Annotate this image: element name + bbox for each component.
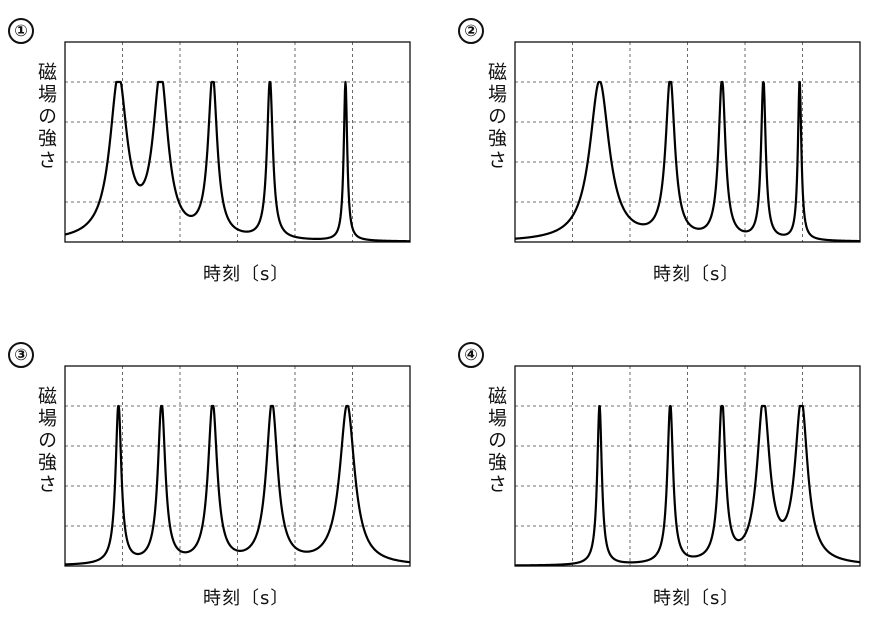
x-axis-label: 時刻〔s〕 <box>653 264 740 285</box>
y-axis-label: 磁場の強さ <box>35 62 57 172</box>
plot-frame <box>514 365 861 567</box>
series-line <box>64 404 411 566</box>
panel-4: ④ 磁場の強さ 時刻〔s〕 <box>458 338 872 628</box>
grid <box>65 42 410 242</box>
x-axis-label: 時刻〔s〕 <box>203 588 290 609</box>
series-line <box>64 80 411 243</box>
chart-plot <box>64 41 411 243</box>
panel-number: ④ <box>458 342 484 368</box>
plot-frame <box>64 365 411 567</box>
plot-frame <box>514 41 861 243</box>
x-axis-label: 時刻〔s〕 <box>203 264 290 285</box>
series-line <box>514 80 861 243</box>
panel-number: ① <box>8 18 34 44</box>
grid <box>515 42 860 242</box>
panel-number: ③ <box>8 342 34 368</box>
x-axis-label: 時刻〔s〕 <box>653 588 740 609</box>
chart-plot <box>514 365 861 567</box>
panel-2: ② 磁場の強さ 時刻〔s〕 <box>458 14 872 304</box>
y-axis-label: 磁場の強さ <box>35 386 57 496</box>
chart-plot <box>514 41 861 243</box>
y-axis-label: 磁場の強さ <box>485 62 507 172</box>
plot-frame <box>64 41 411 243</box>
panel-1: ① 磁場の強さ 時刻〔s〕 <box>8 14 438 304</box>
panel-3: ③ 磁場の強さ 時刻〔s〕 <box>8 338 438 628</box>
y-axis-label: 磁場の強さ <box>485 386 507 496</box>
panel-number: ② <box>458 18 484 44</box>
chart-plot <box>64 365 411 567</box>
series-line <box>514 404 861 567</box>
